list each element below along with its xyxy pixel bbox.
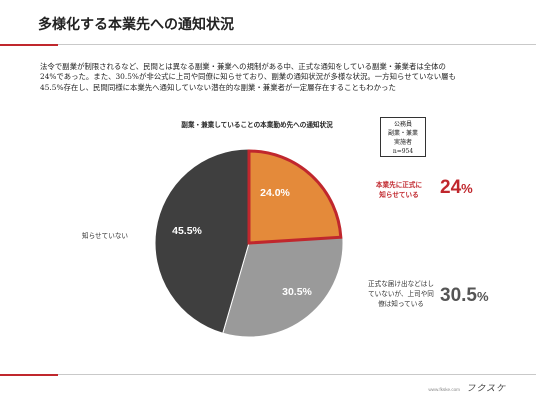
slice-label-none: 45.5% xyxy=(172,225,202,237)
pie-slice-informal xyxy=(222,236,344,338)
label-formal-line-2: 知らせている xyxy=(379,191,419,199)
formal-pct-number: 24 xyxy=(440,177,462,198)
chart-title: 副業・兼業していることの本業勤め先への通知状況 xyxy=(181,121,333,129)
informal-percentage: 30.5% xyxy=(440,285,489,307)
label-formal-line-1: 本業先に正式に xyxy=(375,181,423,189)
label-informal-line-1: 正式な届け出などはし xyxy=(368,280,434,288)
label-informal-line-2: ていないが、上司や同 xyxy=(368,290,434,298)
informal-pct-unit: % xyxy=(476,289,489,304)
slice-label-formal: 24.0% xyxy=(260,187,290,199)
pie-slice-none xyxy=(154,148,250,334)
label-informal: 正式な届け出などはし ていないが、上司や同 僚は知っている xyxy=(368,279,434,309)
label-informal-line-3: 僚は知っている xyxy=(378,300,424,308)
formal-percentage: 24% xyxy=(440,177,473,199)
respondent-line-4: n=954 xyxy=(392,148,414,155)
slide-description: 法令で副業が制限されるなど、民間とは異なる副業・兼業への規制がある中、正式な通知… xyxy=(40,62,456,92)
label-none-line-1: 知らせていない xyxy=(82,232,129,240)
footer-divider-rule xyxy=(58,374,536,375)
respondent-line-2: 副業・兼業 xyxy=(387,130,418,137)
respondent-line-1: 公務員 xyxy=(393,121,412,128)
slice-label-informal: 30.5% xyxy=(282,286,312,298)
pie-slice-formal xyxy=(247,149,343,245)
slide-title: 多様化する本業先への通知状況 xyxy=(38,17,234,33)
footer-url: www.fkske.com xyxy=(428,387,460,392)
respondent-info-box: 公務員 副業・兼業 実施者 n=954 xyxy=(380,117,426,157)
formal-pct-unit: % xyxy=(461,181,473,196)
label-formal: 本業先に正式に 知らせている xyxy=(368,180,430,200)
respondent-line-3: 実施者 xyxy=(393,139,412,146)
brand-logo: フクスケ xyxy=(466,384,506,394)
title-accent-rule xyxy=(0,44,58,46)
informal-pct-number: 30.5 xyxy=(440,285,477,306)
label-none: 知らせていない xyxy=(82,231,138,241)
title-divider-rule xyxy=(58,44,536,45)
footer-accent-rule xyxy=(0,374,58,376)
